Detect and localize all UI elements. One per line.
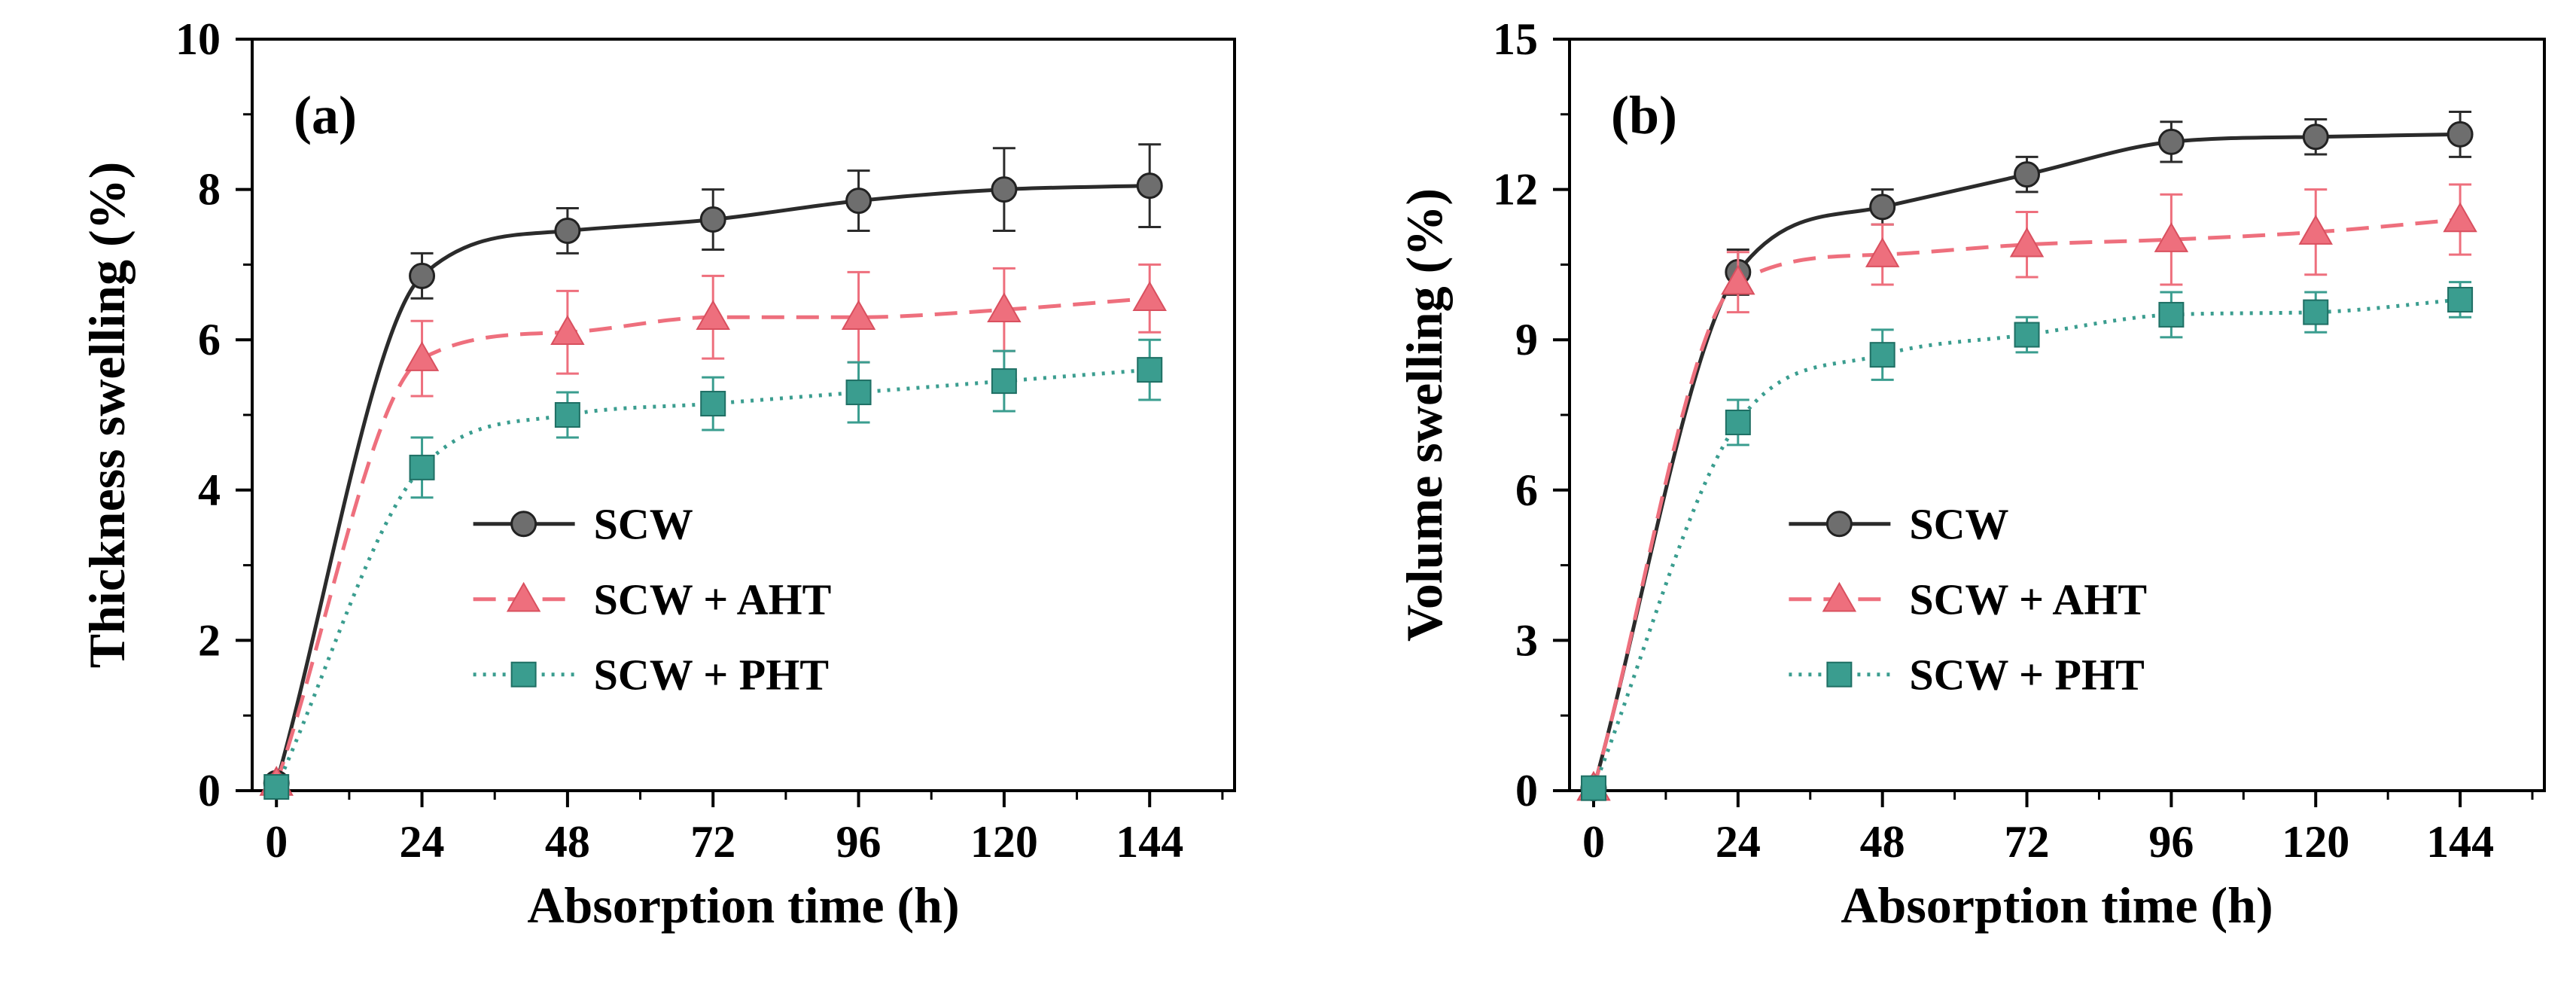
data-point [2157, 128, 2185, 155]
legend: SCW SCW + AHT SCW + PHT [473, 500, 832, 700]
y-axis-title: Volume swelling (%) [1396, 188, 1453, 642]
data-point [1869, 342, 1895, 368]
x-tick-label: 48 [1860, 817, 1905, 867]
x-axis-title: Absorption time (h) [527, 877, 959, 934]
legend-marker [510, 511, 537, 538]
x-tick-label: 144 [1116, 817, 1183, 867]
legend-marker [1825, 511, 1853, 538]
data-point [2014, 322, 2040, 348]
panel-label: (a) [294, 85, 357, 145]
legend-label: SCW + PHT [1909, 651, 2144, 700]
data-point [409, 262, 436, 289]
legend-label: SCW + AHT [1909, 575, 2147, 624]
data-point [263, 774, 290, 800]
data-point [2443, 202, 2477, 233]
x-axis-title: Absorption time (h) [1841, 877, 2273, 934]
data-point [1865, 237, 1900, 267]
y-tick-label: 15 [1493, 14, 1538, 64]
data-point [1136, 172, 1163, 200]
legend-label: SCW + AHT [594, 575, 832, 624]
x-tick-label: 120 [2282, 817, 2349, 867]
data-point [2303, 299, 2329, 325]
legend-label: SCW [1909, 500, 2008, 549]
data-point [841, 300, 876, 331]
y-tick-label: 0 [1515, 766, 1538, 816]
y-tick-label: 12 [1493, 165, 1538, 215]
y-tick-label: 0 [198, 766, 221, 816]
data-point [554, 217, 581, 244]
data-point [699, 206, 726, 233]
data-point [1580, 775, 1606, 801]
data-point [2009, 227, 2045, 258]
data-point [2447, 120, 2474, 148]
data-point [2014, 161, 2041, 188]
legend: SCW SCW + AHT SCW + PHT [1789, 500, 2147, 700]
y-tick-label: 6 [198, 315, 221, 364]
legend-marker [1826, 661, 1853, 688]
series-line-1 [1591, 218, 2461, 789]
series-line-0 [1591, 132, 2461, 789]
data-point [845, 188, 872, 215]
data-point [550, 315, 585, 345]
y-tick-label: 3 [1515, 615, 1538, 665]
x-tick-label: 96 [836, 817, 882, 867]
data-point [409, 454, 435, 480]
x-tick-label: 96 [2148, 817, 2194, 867]
data-point [2158, 301, 2185, 328]
y-tick-label: 4 [198, 465, 221, 515]
data-point [1725, 409, 1751, 435]
x-tick-label: 24 [400, 817, 445, 867]
x-tick-label: 72 [690, 817, 735, 867]
data-point [991, 176, 1018, 203]
data-point [1869, 194, 1896, 221]
y-tick-label: 2 [198, 615, 221, 665]
y-axis-title: Thickness swelling (%) [78, 162, 135, 669]
y-tick-label: 10 [175, 14, 221, 64]
data-point [700, 391, 726, 417]
legend-marker [510, 661, 537, 688]
legend-marker [506, 581, 541, 612]
y-tick-label: 8 [198, 165, 221, 215]
data-point [1721, 264, 1755, 295]
data-point [404, 341, 440, 371]
x-tick-label: 48 [545, 817, 590, 867]
panel-label: (b) [1611, 85, 1677, 145]
data-point [554, 402, 580, 428]
series-line-1 [274, 296, 1150, 784]
x-tick-label: 144 [2426, 817, 2494, 867]
data-point [845, 380, 872, 406]
x-tick-label: 0 [265, 817, 288, 867]
legend-label: SCW [594, 500, 693, 549]
x-tick-label: 72 [2005, 817, 2050, 867]
series-line-2 [1591, 297, 2461, 789]
y-tick-label: 6 [1515, 465, 1538, 515]
legend-marker [1822, 581, 1857, 612]
data-point [2447, 286, 2474, 313]
data-point [2298, 215, 2333, 245]
x-tick-label: 0 [1582, 817, 1605, 867]
legend-label: SCW + PHT [594, 651, 829, 700]
x-tick-label: 120 [970, 817, 1038, 867]
data-point [1137, 357, 1163, 383]
series-line-0 [274, 184, 1150, 784]
data-point [1132, 281, 1167, 312]
data-point [987, 292, 1022, 323]
chart-panel-b: 0 24 48 72 96 120 144 0 3 6 9 12 15 Absorption time (… [1396, 14, 2546, 934]
data-point [696, 300, 730, 331]
data-point [2302, 123, 2329, 151]
y-tick-label: 9 [1515, 315, 1538, 364]
data-point [991, 368, 1017, 395]
x-tick-label: 24 [1716, 817, 1761, 867]
data-point [2154, 222, 2189, 252]
